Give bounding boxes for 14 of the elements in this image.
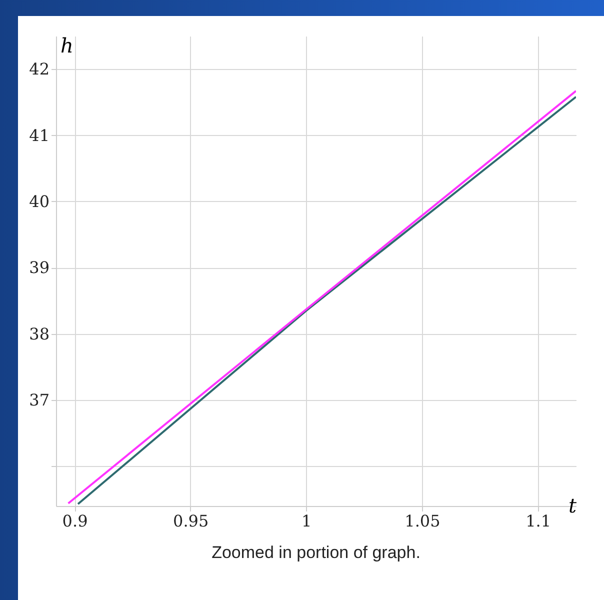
y-axis-title: h <box>60 34 74 58</box>
y-tick-label: 39 <box>29 258 50 278</box>
x-tick-label: 1 <box>302 512 312 530</box>
y-tick-label: 37 <box>29 390 50 410</box>
text: Zoomed in portion of graph. <box>212 543 420 562</box>
x-axis-title: t <box>568 494 578 518</box>
x-tick-label: 0.9 <box>62 512 88 530</box>
x-tick-label: 0.95 <box>173 512 209 530</box>
y-tick-label: 38 <box>29 324 50 344</box>
y-tick-label: 41 <box>29 126 50 145</box>
x-tick-label: 1.1 <box>526 512 552 530</box>
x-tick-label: 1.05 <box>404 512 440 530</box>
y-tick-label: 42 <box>29 60 50 79</box>
y-tick-label: 40 <box>29 192 50 211</box>
